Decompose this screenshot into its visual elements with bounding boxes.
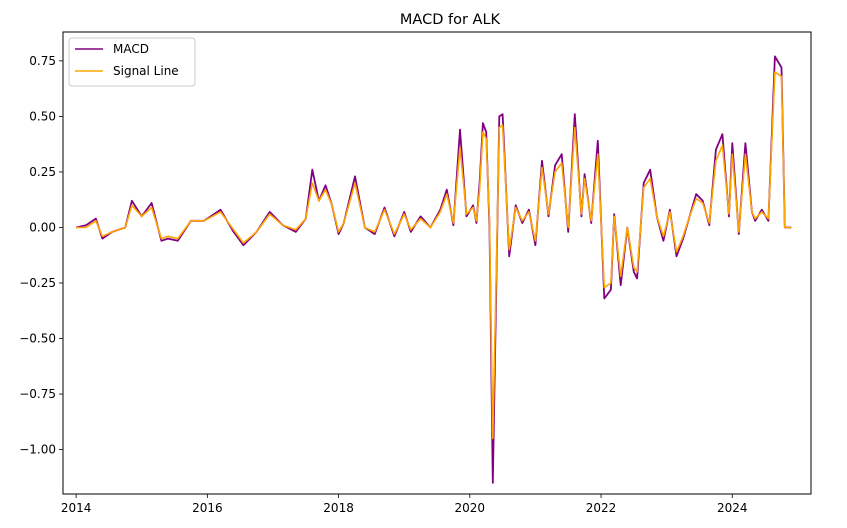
plot-area: [75, 55, 792, 484]
chart-title: MACD for ALK: [400, 12, 501, 28]
legend-label-signal-line: Signal Line: [113, 64, 179, 78]
x-tick-label: 2022: [586, 501, 617, 515]
series-line-signal-line: [76, 71, 792, 440]
y-tick-label: 0.00: [29, 220, 56, 234]
y-tick-label: 0.50: [29, 109, 56, 123]
x-tick-label: 2024: [717, 501, 748, 515]
y-tick-label: −0.75: [19, 387, 56, 401]
legend-box: [68, 37, 196, 87]
y-tick-label: 0.25: [29, 165, 56, 179]
x-tick-label: 2014: [61, 501, 92, 515]
legend: MACD Signal Line: [68, 37, 196, 87]
y-tick-label: −1.00: [19, 443, 56, 457]
legend-label-macd: MACD: [113, 42, 149, 56]
x-tick-label: 2016: [192, 501, 223, 515]
x-tick-label: 2020: [455, 501, 486, 515]
x-tick-label: 2018: [323, 501, 354, 515]
y-tick-label: −0.50: [19, 332, 56, 346]
y-tick-label: 0.75: [29, 54, 56, 68]
y-tick-label: −0.25: [19, 276, 56, 290]
axis-ticks: 2014 2016 2018 2020 2022 2024 0.75 0.50 0.25 0.00…: [19, 54, 747, 515]
axes-frame: [62, 31, 812, 495]
